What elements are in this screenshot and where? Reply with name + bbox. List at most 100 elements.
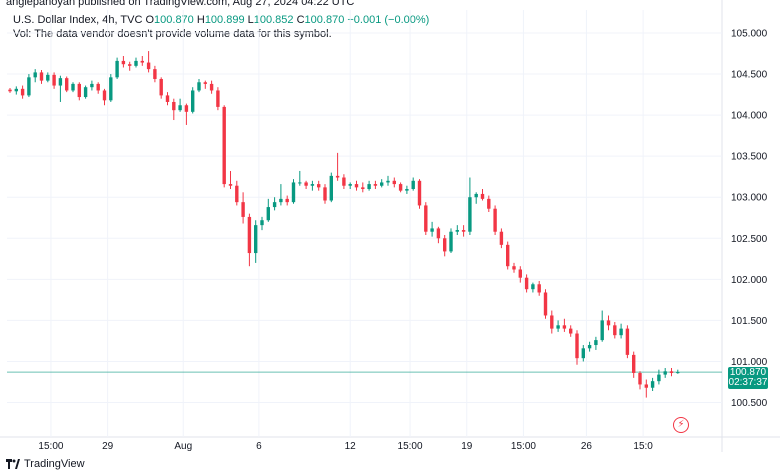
candle-body bbox=[279, 198, 283, 203]
candle-body bbox=[285, 198, 289, 203]
candle bbox=[134, 57, 138, 68]
candle-body bbox=[392, 180, 396, 185]
candles-layer bbox=[8, 51, 680, 398]
candle bbox=[153, 65, 157, 83]
candle bbox=[518, 266, 522, 283]
candle-body bbox=[317, 184, 321, 188]
candle-body bbox=[235, 185, 239, 203]
candle bbox=[524, 274, 529, 293]
candle bbox=[461, 225, 466, 237]
candle-body bbox=[172, 101, 176, 111]
candle bbox=[638, 371, 642, 390]
candle-body bbox=[657, 374, 661, 382]
candle bbox=[676, 369, 680, 374]
candle-body bbox=[669, 371, 674, 373]
candle-body bbox=[449, 231, 453, 252]
candle bbox=[191, 87, 195, 114]
candle bbox=[550, 310, 554, 334]
candle bbox=[58, 75, 63, 102]
candle bbox=[373, 180, 378, 190]
candle-body bbox=[298, 182, 302, 184]
candle bbox=[575, 330, 579, 365]
candle-body bbox=[380, 182, 384, 186]
candle bbox=[102, 88, 107, 106]
candle-body bbox=[20, 88, 25, 96]
candle-body bbox=[272, 202, 277, 208]
candle-body bbox=[90, 83, 94, 88]
candle bbox=[140, 55, 144, 66]
candle-body bbox=[27, 77, 31, 96]
candle bbox=[197, 78, 201, 93]
candle bbox=[468, 177, 472, 235]
x-tick-label: 19 bbox=[461, 441, 473, 452]
candle-body bbox=[71, 83, 75, 91]
x-tick-label: 15:0 bbox=[633, 441, 653, 452]
y-tick-label: 104.500 bbox=[731, 70, 768, 81]
candle-body bbox=[335, 175, 340, 178]
candle-body bbox=[480, 193, 485, 199]
candle bbox=[625, 325, 630, 359]
candle bbox=[14, 86, 18, 95]
candle-body bbox=[52, 74, 56, 86]
candle bbox=[115, 57, 119, 79]
candle bbox=[83, 85, 88, 99]
y-tick-label: 103.000 bbox=[731, 193, 768, 204]
candle bbox=[52, 72, 56, 89]
candle-body bbox=[323, 187, 327, 201]
candle-body bbox=[134, 60, 138, 66]
candle bbox=[121, 55, 126, 68]
candle-body bbox=[367, 184, 371, 190]
candle-body bbox=[102, 90, 107, 101]
open-label: O bbox=[145, 14, 155, 26]
candle-body bbox=[77, 83, 81, 98]
chart-grid bbox=[0, 0, 780, 452]
candle-body bbox=[487, 198, 491, 209]
x-tick-label: 15:00 bbox=[398, 441, 423, 452]
candle-body bbox=[556, 325, 560, 329]
candle bbox=[405, 185, 409, 194]
candle bbox=[506, 241, 510, 270]
candle bbox=[329, 172, 333, 203]
candle-body bbox=[455, 230, 459, 232]
candle-body bbox=[354, 184, 359, 188]
candle bbox=[128, 61, 132, 71]
candle-body bbox=[468, 197, 472, 232]
candle-body bbox=[178, 105, 182, 111]
candle-body bbox=[65, 78, 69, 91]
candle bbox=[285, 195, 289, 206]
candle-body bbox=[241, 202, 245, 217]
x-tick-label: 29 bbox=[102, 441, 114, 452]
candle-body bbox=[430, 228, 434, 232]
symbol-title: U.S. Dollar Index, 4h, TVC bbox=[13, 14, 143, 26]
y-tick-label: 102.000 bbox=[731, 275, 768, 286]
y-tick-label: 103.500 bbox=[731, 152, 768, 163]
candle bbox=[556, 320, 560, 332]
candle bbox=[512, 262, 516, 273]
x-tick-label: 6 bbox=[256, 441, 262, 452]
candle-body bbox=[165, 95, 170, 102]
volume-note: Vol: The data vendor doesn't provide vol… bbox=[13, 28, 332, 40]
close-value: 100.870 bbox=[304, 14, 345, 26]
last-price-value: 100.870 bbox=[729, 367, 767, 378]
candle bbox=[260, 216, 264, 231]
candle-body bbox=[518, 269, 522, 278]
candle bbox=[474, 192, 478, 204]
candle-body bbox=[569, 328, 573, 334]
candle-body bbox=[613, 325, 617, 336]
candle-body bbox=[310, 184, 315, 186]
candle-body bbox=[663, 371, 667, 375]
candle bbox=[380, 179, 384, 188]
lightning-icon[interactable]: ⚡ bbox=[673, 417, 689, 433]
close-label: C bbox=[296, 14, 305, 26]
candle-body bbox=[222, 106, 226, 185]
candle bbox=[184, 103, 189, 125]
candle bbox=[109, 74, 113, 102]
candle bbox=[172, 98, 176, 121]
high-label: H bbox=[196, 14, 205, 26]
candle-body bbox=[650, 381, 655, 388]
x-tick-label: 15:00 bbox=[38, 441, 63, 452]
candle-body bbox=[398, 184, 403, 191]
candle bbox=[33, 69, 37, 83]
candle bbox=[228, 170, 233, 190]
